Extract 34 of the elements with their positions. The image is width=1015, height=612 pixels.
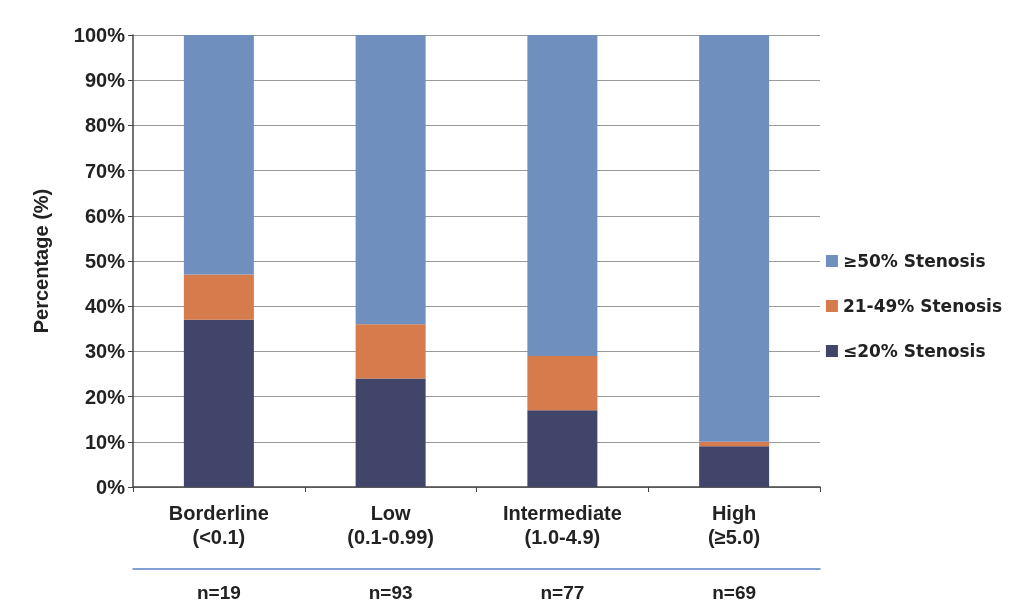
bar <box>183 35 254 275</box>
x-tick-label: Intermediate (1.0-4.9) <box>502 502 622 548</box>
y-tick-label: 70% <box>84 159 126 182</box>
y-tick-label: 20% <box>84 385 126 408</box>
bar <box>699 446 770 487</box>
y-tick-label: 0% <box>96 476 126 498</box>
y-tick-label: 10% <box>84 430 126 453</box>
bar <box>183 274 254 320</box>
text: n=77 <box>540 582 585 603</box>
legend-label: ≤20% Stenosis <box>842 341 986 361</box>
bar <box>527 355 598 411</box>
text: n=19 <box>196 582 241 603</box>
legend-label: ≥50% Stenosis <box>842 251 986 271</box>
y-tick-label: 30% <box>84 340 126 363</box>
y-tick-label: 40% <box>84 295 126 318</box>
legend-label: 21-49% Stenosis <box>842 296 1003 316</box>
x-tick-label: Borderline (<0.1) <box>168 502 269 548</box>
bar <box>355 378 426 487</box>
x-tick-label: High (≥5.0) <box>708 502 761 548</box>
y-tick-label: 90% <box>84 69 126 92</box>
y-tick-label: 100% <box>73 24 126 46</box>
bar <box>527 35 598 356</box>
text: n=69 <box>712 582 757 603</box>
bar <box>355 324 426 379</box>
bar <box>183 319 254 487</box>
bar <box>355 35 426 325</box>
x-tick-label: Low (0.1-0.99) <box>347 502 434 548</box>
y-tick-label: 60% <box>84 204 126 227</box>
bar <box>699 35 770 442</box>
y-tick-label: 80% <box>84 114 126 137</box>
text: n=93 <box>368 582 413 603</box>
y-tick-label: 50% <box>84 250 126 272</box>
y-axis-title: Percentage (%) <box>30 188 52 334</box>
bar <box>527 410 598 487</box>
